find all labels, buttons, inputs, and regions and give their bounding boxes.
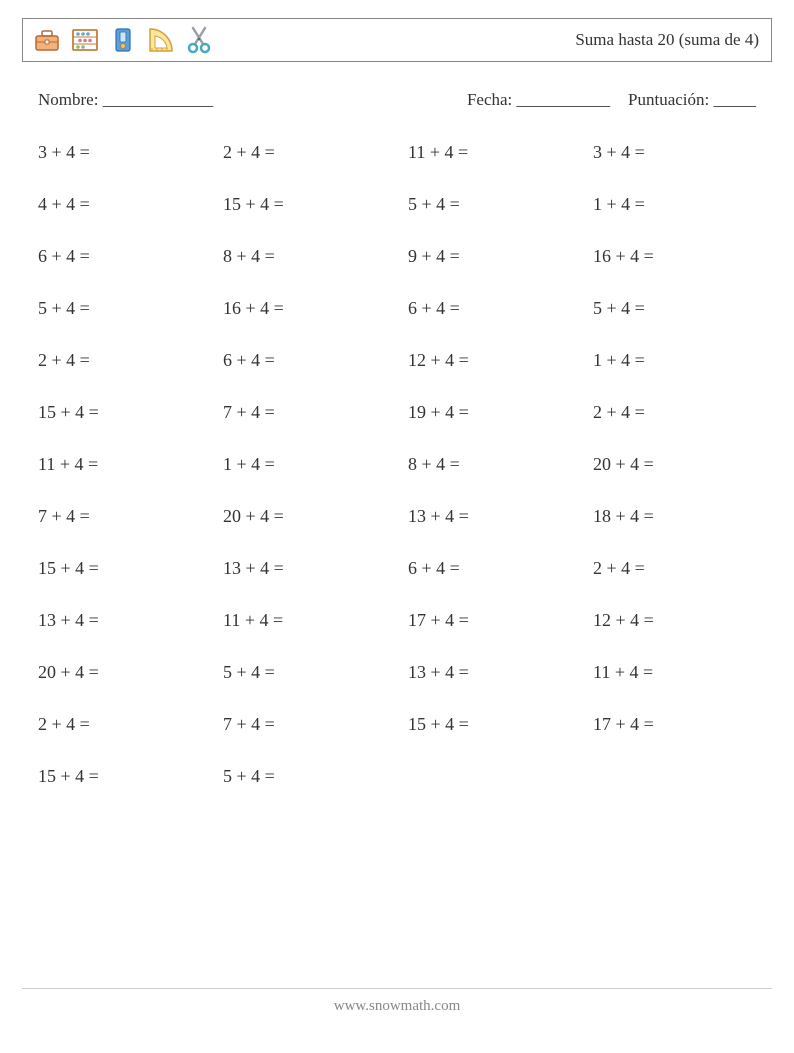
problem-cell: 1 + 4 = [587,334,762,386]
problem-cell: 5 + 4 = [32,282,207,334]
problem-cell: 11 + 4 = [402,126,577,178]
problem-cell: 1 + 4 = [217,438,392,490]
problem-cell: 3 + 4 = [587,126,762,178]
problem-cell: 6 + 4 = [217,334,392,386]
problem-cell: 11 + 4 = [587,646,762,698]
problem-cell: 16 + 4 = [217,282,392,334]
problem-cell: 2 + 4 = [217,126,392,178]
briefcase-icon [31,24,63,56]
problem-cell [587,750,762,802]
problem-cell: 20 + 4 = [32,646,207,698]
problems-grid: 3 + 4 =2 + 4 =11 + 4 =3 + 4 =4 + 4 =15 +… [22,126,772,802]
score-label: Puntuación: _____ [628,90,756,110]
problem-cell: 12 + 4 = [587,594,762,646]
problem-cell: 17 + 4 = [402,594,577,646]
problem-cell: 6 + 4 = [32,230,207,282]
problem-cell: 2 + 4 = [587,386,762,438]
problem-cell: 13 + 4 = [217,542,392,594]
problem-cell: 20 + 4 = [217,490,392,542]
footer-url: www.snowmath.com [0,998,794,1015]
problem-cell: 12 + 4 = [402,334,577,386]
problem-cell: 11 + 4 = [32,438,207,490]
problem-cell: 15 + 4 = [32,542,207,594]
footer-divider [22,988,772,989]
problem-cell: 18 + 4 = [587,490,762,542]
protractor-icon [145,24,177,56]
problem-cell: 2 + 4 = [32,698,207,750]
worksheet-page: Suma hasta 20 (suma de 4) Nombre: ______… [0,0,794,1053]
problem-cell: 8 + 4 = [217,230,392,282]
problem-cell [402,750,577,802]
date-label: Fecha: ___________ [467,90,610,110]
problem-cell: 5 + 4 = [217,646,392,698]
problem-cell: 15 + 4 = [402,698,577,750]
problem-cell: 7 + 4 = [217,386,392,438]
problem-cell: 13 + 4 = [32,594,207,646]
problem-cell: 3 + 4 = [32,126,207,178]
problem-cell: 20 + 4 = [587,438,762,490]
problem-cell: 17 + 4 = [587,698,762,750]
name-label: Nombre: _____________ [38,90,213,109]
problem-cell: 6 + 4 = [402,542,577,594]
problem-cell: 2 + 4 = [32,334,207,386]
problem-cell: 5 + 4 = [402,178,577,230]
problem-cell: 8 + 4 = [402,438,577,490]
problem-cell: 7 + 4 = [217,698,392,750]
problem-cell: 15 + 4 = [32,386,207,438]
problem-cell: 15 + 4 = [217,178,392,230]
header-icons [27,24,215,56]
meta-row: Nombre: _____________ Fecha: ___________… [22,90,772,110]
problem-cell: 9 + 4 = [402,230,577,282]
problem-cell: 13 + 4 = [402,490,577,542]
sharpener-icon [107,24,139,56]
scissors-icon [183,24,215,56]
problem-cell: 5 + 4 = [217,750,392,802]
problem-cell: 2 + 4 = [587,542,762,594]
problem-cell: 1 + 4 = [587,178,762,230]
problem-cell: 7 + 4 = [32,490,207,542]
problem-cell: 6 + 4 = [402,282,577,334]
problem-cell: 15 + 4 = [32,750,207,802]
problem-cell: 4 + 4 = [32,178,207,230]
abacus-icon [69,24,101,56]
problem-cell: 11 + 4 = [217,594,392,646]
header-box: Suma hasta 20 (suma de 4) [22,18,772,62]
problem-cell: 19 + 4 = [402,386,577,438]
problem-cell: 13 + 4 = [402,646,577,698]
problem-cell: 5 + 4 = [587,282,762,334]
problem-cell: 16 + 4 = [587,230,762,282]
worksheet-title: Suma hasta 20 (suma de 4) [575,30,763,50]
